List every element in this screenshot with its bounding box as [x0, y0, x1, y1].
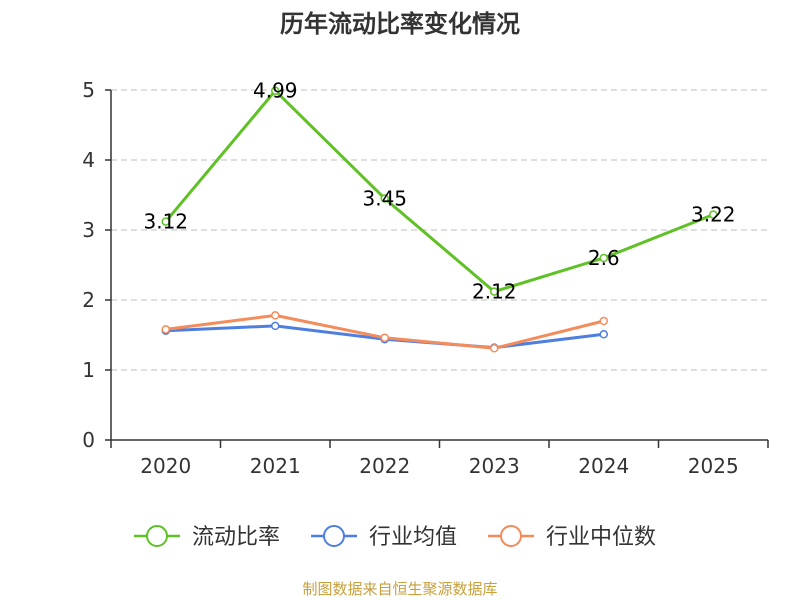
- legend[interactable]: 流动比率 行业均值 行业中位数: [134, 525, 656, 550]
- data-label: 4.99: [253, 79, 298, 103]
- data-label: 2.12: [472, 280, 517, 304]
- axes: 0 1 2 3 4 5 2020 2021 2022 2023 2024 2025: [82, 78, 769, 478]
- chart-title: 历年流动比率变化情况: [280, 10, 520, 38]
- legend-item[interactable]: 行业中位数: [488, 525, 656, 550]
- data-point[interactable]: [380, 333, 389, 343]
- x-tick-label: 2022: [359, 454, 410, 478]
- legend-marker-icon: [146, 525, 168, 547]
- data-point[interactable]: [599, 316, 608, 326]
- y-tick-label: 3: [82, 218, 95, 242]
- data-labels: 3.12 4.99 3.45 2.12 2.6 3.22: [143, 79, 735, 304]
- x-tick-label: 2024: [578, 454, 629, 478]
- data-point[interactable]: [380, 194, 389, 203]
- data-point[interactable]: [271, 86, 280, 95]
- series-line: [164, 89, 714, 294]
- x-tick-label: 2023: [469, 454, 520, 478]
- data-point[interactable]: [709, 210, 718, 219]
- data-label: 2.6: [588, 246, 620, 270]
- x-tick-label: 2020: [140, 454, 191, 478]
- y-tick-label: 5: [82, 78, 95, 102]
- source-note: 制图数据来自恒生聚源数据库: [302, 580, 497, 598]
- data-point[interactable]: [161, 217, 170, 226]
- data-label: 3.22: [691, 203, 736, 227]
- data-point[interactable]: [599, 253, 608, 263]
- data-point[interactable]: [599, 330, 608, 339]
- legend-label: 流动比率: [192, 525, 280, 550]
- data-point[interactable]: [490, 344, 499, 353]
- y-tick-label: 1: [82, 358, 95, 382]
- data-label: 3.45: [362, 187, 407, 211]
- data-point[interactable]: [161, 325, 170, 334]
- series-current-ratio: [161, 86, 718, 296]
- y-tick-label: 4: [82, 148, 95, 172]
- data-point[interactable]: [271, 321, 280, 331]
- y-tick-label: 0: [82, 428, 95, 452]
- legend-item[interactable]: 流动比率: [134, 525, 280, 550]
- legend-label: 行业中位数: [546, 525, 656, 550]
- series-industry-median: [161, 311, 608, 353]
- legend-label: 行业均值: [369, 525, 457, 550]
- data-point[interactable]: [490, 287, 499, 296]
- data-label: 3.12: [143, 210, 188, 234]
- y-tick-label: 2: [82, 288, 95, 312]
- x-tick-label: 2025: [688, 454, 739, 478]
- legend-item[interactable]: 行业均值: [311, 525, 457, 550]
- data-point[interactable]: [271, 311, 280, 320]
- x-tick-label: 2021: [250, 454, 301, 478]
- legend-marker-icon: [323, 525, 345, 547]
- legend-marker-icon: [500, 525, 522, 547]
- series-layer: [161, 86, 718, 353]
